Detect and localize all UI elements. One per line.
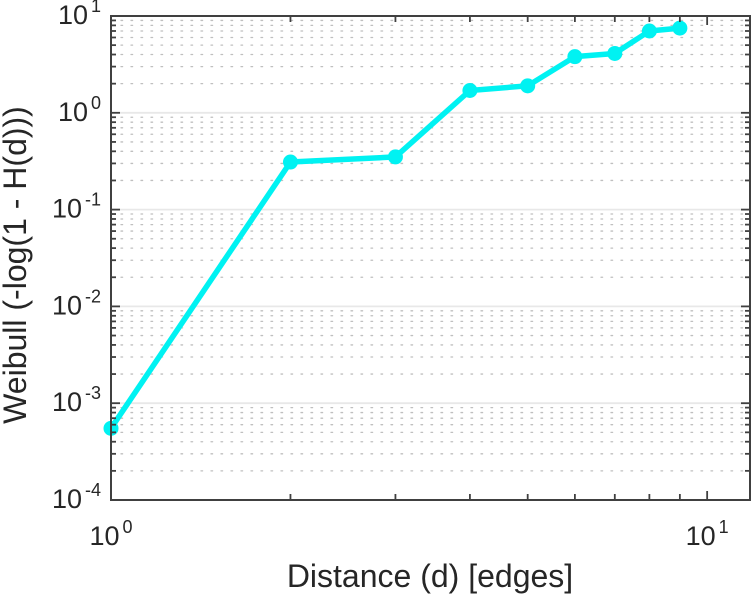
data-point-7 [607, 45, 623, 61]
data-point-2 [282, 154, 298, 170]
data-point-8 [641, 23, 657, 39]
y-tick-label: 10 0 [58, 93, 101, 127]
data-point-3 [387, 149, 403, 165]
y-tick-label: 10 1 [58, 0, 101, 30]
axes-box-layer [110, 15, 751, 501]
data-point-6 [567, 49, 583, 65]
tick-label-layer: 10 0 10 1 10 1 10 0 10 -1 10 -2 10 -3 10 -4 [52, 0, 729, 551]
y-axis-label: Weibull (-log(1 - H(d))) [0, 106, 33, 424]
data-line [108, 25, 683, 432]
x-axis-label: Distance (d) [edges] [287, 558, 573, 594]
data-series-layer [103, 20, 688, 436]
x-tick-label: 10 0 [89, 517, 132, 551]
y-tick-label: 10 -4 [52, 480, 101, 514]
grid-layer [110, 19, 751, 472]
x-tick-label: 10 1 [686, 517, 729, 551]
y-tick-label: 10 -1 [52, 190, 101, 224]
y-tick-label: 10 -3 [52, 383, 101, 417]
plot-box [110, 15, 751, 501]
y-tick-label: 10 -2 [52, 286, 101, 320]
data-point-9 [672, 20, 688, 36]
data-point-4 [462, 82, 478, 98]
data-point-5 [520, 78, 536, 94]
